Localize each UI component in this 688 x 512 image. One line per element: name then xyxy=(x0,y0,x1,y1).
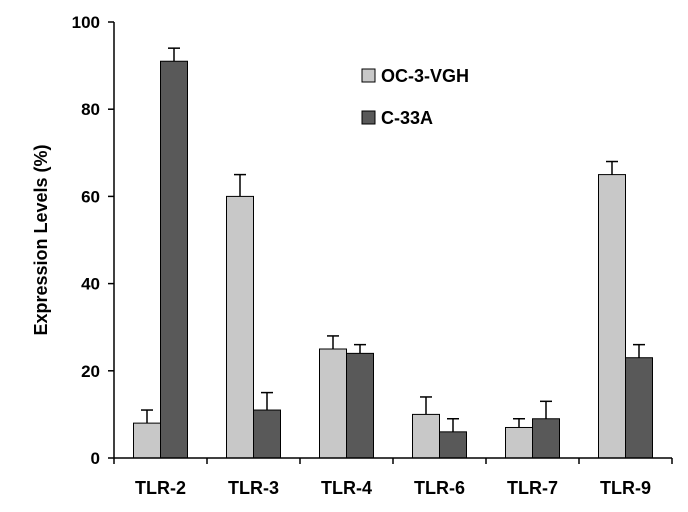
legend: OC-3-VGH C-33A xyxy=(361,66,469,128)
bar xyxy=(505,426,533,459)
category-label: TLR-7 xyxy=(507,478,558,498)
y-tick-label: 80 xyxy=(81,100,100,119)
axes xyxy=(113,22,672,459)
category-labels: TLR-2 TLR-3 TLR-4 TLR-6 TLR-7 TLR-9 xyxy=(135,478,651,498)
legend-label: C-33A xyxy=(381,108,433,128)
category-label: TLR-4 xyxy=(321,478,372,498)
y-tick-label: 40 xyxy=(81,275,100,294)
bar xyxy=(319,348,347,459)
bar xyxy=(346,352,374,459)
bar xyxy=(133,422,161,459)
y-axis-ticks: 0 20 40 60 80 100 xyxy=(72,13,114,468)
error-bars xyxy=(141,47,645,432)
x-axis-ticks xyxy=(113,458,673,464)
bar xyxy=(532,418,560,459)
category-label: TLR-6 xyxy=(414,478,465,498)
y-tick-label: 20 xyxy=(81,362,100,381)
y-axis-title: Expression Levels (%) xyxy=(31,144,51,335)
category-label: TLR-2 xyxy=(135,478,186,498)
bar xyxy=(160,60,188,459)
legend-swatch xyxy=(361,68,376,83)
bar xyxy=(226,195,254,459)
y-tick-label: 60 xyxy=(81,187,100,206)
bar xyxy=(625,357,653,459)
category-label: TLR-3 xyxy=(228,478,279,498)
legend-swatch xyxy=(361,110,376,125)
bar xyxy=(598,174,626,459)
bar xyxy=(253,409,281,459)
legend-label: OC-3-VGH xyxy=(381,66,469,86)
y-tick-label: 100 xyxy=(72,13,100,32)
bar xyxy=(412,413,440,459)
y-tick-label: 0 xyxy=(91,449,100,468)
category-label: TLR-9 xyxy=(600,478,651,498)
bar xyxy=(439,431,467,459)
